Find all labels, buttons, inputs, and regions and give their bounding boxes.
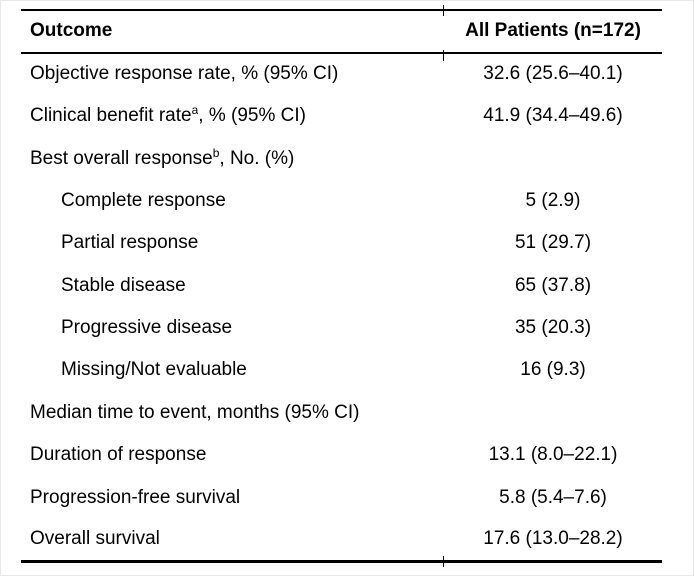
table-row: Stable disease 65 (37.8) [21,265,662,307]
column-header-outcome: Outcome [30,20,113,42]
label-text: Stable disease [61,274,186,296]
outcome-label: Complete response [21,180,444,222]
outcomes-table-grid: Outcome All Patients (n=172) Objective r… [21,9,662,564]
outcomes-table: Outcome All Patients (n=172) Objective r… [21,5,662,568]
outcome-label: Stable disease [21,265,444,307]
label-text: Missing/Not evaluable [61,359,247,381]
outcome-value [444,138,662,180]
footnote-marker: b [212,145,220,160]
footnote-marker: a [191,103,199,118]
label-text: , No. (%) [219,147,295,169]
table-row: Progression-free survival 5.8 (5.4–7.6) [21,477,662,519]
label-text: Overall survival [30,528,160,550]
label-text: Duration of response [30,444,207,466]
outcome-value: 16 (9.3) [520,359,586,381]
outcome-label: Objective response rate, % (95% CI) [21,53,444,95]
column-header-all-patients: All Patients (n=172) [465,20,641,42]
label-text: Clinical benefit rate [30,105,192,127]
label-text: Objective response rate, % (95% CI) [30,63,339,85]
label-text: , % (95% CI) [198,105,306,127]
outcome-value [444,392,662,434]
table-row: Missing/Not evaluable 16 (9.3) [21,350,662,392]
outcome-value: 51 (29.7) [514,232,592,254]
outcome-value: 17.6 (13.0–28.2) [483,528,623,550]
outcome-label: Best overall responseb, No. (%) [21,138,444,180]
table-row: Best overall responseb, No. (%) [21,138,662,180]
table-row: Progressive disease 35 (20.3) [21,307,662,349]
outcome-value: 5.8 (5.4–7.6) [499,486,607,508]
label-text: Progressive disease [61,317,233,339]
outcome-label: Progressive disease [21,307,444,349]
outcome-value: 5 (2.9) [525,189,581,211]
label-text: Complete response [61,189,226,211]
table-row: Complete response 5 (2.9) [21,180,662,222]
table-row: Objective response rate, % (95% CI) 32.6… [21,53,662,95]
table-row: Clinical benefit ratea, % (95% CI) 41.9 … [21,95,662,137]
label-text: Median time to event, months (95% CI) [30,401,360,423]
outcome-value: 32.6 (25.6–40.1) [483,63,623,85]
column-divider-tick [443,5,444,16]
outcome-value: 65 (37.8) [514,274,592,296]
outcome-label: Overall survival [21,519,444,561]
column-divider-tick [443,556,444,568]
outcome-label: Duration of response [21,435,444,477]
outcome-label: Median time to event, months (95% CI) [21,392,444,434]
table-row: Median time to event, months (95% CI) [21,392,662,434]
label-text: Progression-free survival [30,486,241,508]
label-text: Best overall response [30,147,213,169]
table-row: Duration of response 13.1 (8.0–22.1) [21,435,662,477]
table-row: Overall survival 17.6 (13.0–28.2) [21,519,662,561]
outcome-label: Clinical benefit ratea, % (95% CI) [21,95,444,137]
outcome-value: 35 (20.3) [514,317,592,339]
outcome-value: 13.1 (8.0–22.1) [488,444,618,466]
table-row: Partial response 51 (29.7) [21,223,662,265]
label-text: Partial response [61,232,199,254]
header-row: Outcome All Patients (n=172) [21,10,662,53]
column-divider-tick [443,50,444,61]
outcome-label: Partial response [21,223,444,265]
outcome-label: Missing/Not evaluable [21,350,444,392]
outcome-label: Progression-free survival [21,477,444,519]
outcome-value: 41.9 (34.4–49.6) [483,105,623,127]
